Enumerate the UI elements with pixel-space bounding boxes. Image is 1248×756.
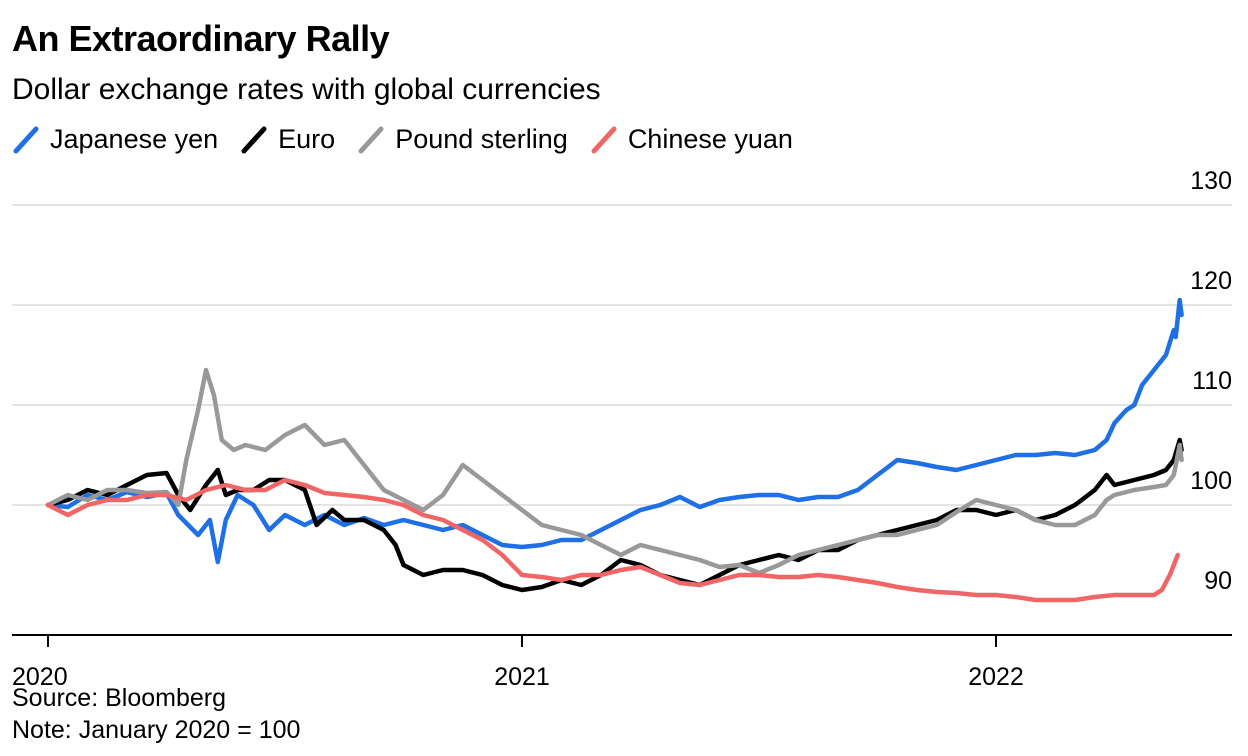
grid-layer bbox=[12, 204, 1232, 506]
chart-subtitle: Dollar exchange rates with global curren… bbox=[12, 73, 601, 106]
series-line-pound-sterling bbox=[45, 367, 1184, 576]
baseline-note: Note: January 2020 = 100 bbox=[12, 716, 301, 744]
legend-item-pound-sterling: Pound sterling bbox=[357, 124, 568, 155]
legend-swatch-chinese-yuan bbox=[591, 126, 617, 153]
y-tick-label-120: 120 bbox=[1190, 267, 1232, 295]
y-tick-label-100: 100 bbox=[1190, 467, 1232, 495]
legend-label-chinese-yuan: Chinese yuan bbox=[627, 124, 793, 154]
x-tick-label-2020: 2020 bbox=[12, 663, 68, 691]
series-layer bbox=[45, 297, 1184, 603]
axis-layer: 90 100 110 120 130 2020 2021 2022 bbox=[12, 167, 1232, 691]
legend-swatch-euro bbox=[241, 126, 267, 153]
source-note: Source: Bloomberg bbox=[12, 684, 227, 712]
legend-label-japanese-yen: Japanese yen bbox=[50, 124, 219, 154]
x-tick-label-2022: 2022 bbox=[968, 663, 1024, 691]
legend-label-pound-sterling: Pound sterling bbox=[395, 124, 568, 154]
y-tick-label-130: 130 bbox=[1190, 167, 1232, 195]
series-line-euro bbox=[45, 437, 1184, 593]
x-tick-label-2021: 2021 bbox=[494, 663, 550, 691]
series-line-japanese-yen bbox=[45, 297, 1184, 565]
legend-item-euro: Euro bbox=[240, 124, 335, 155]
legend-swatch-japanese-yen bbox=[13, 126, 39, 153]
legend-swatch-pound-sterling bbox=[358, 126, 384, 153]
y-tick-label-110: 110 bbox=[1192, 367, 1232, 395]
chart-legend: Japanese yen Euro Pound sterling Chinese… bbox=[12, 124, 815, 155]
chart-title: An Extraordinary Rally bbox=[12, 18, 390, 59]
series-line-chinese-yuan bbox=[45, 477, 1180, 603]
legend-item-chinese-yuan: Chinese yuan bbox=[590, 124, 793, 155]
legend-item-japanese-yen: Japanese yen bbox=[12, 124, 218, 155]
y-tick-label-90: 90 bbox=[1204, 567, 1232, 595]
legend-label-euro: Euro bbox=[278, 124, 336, 154]
